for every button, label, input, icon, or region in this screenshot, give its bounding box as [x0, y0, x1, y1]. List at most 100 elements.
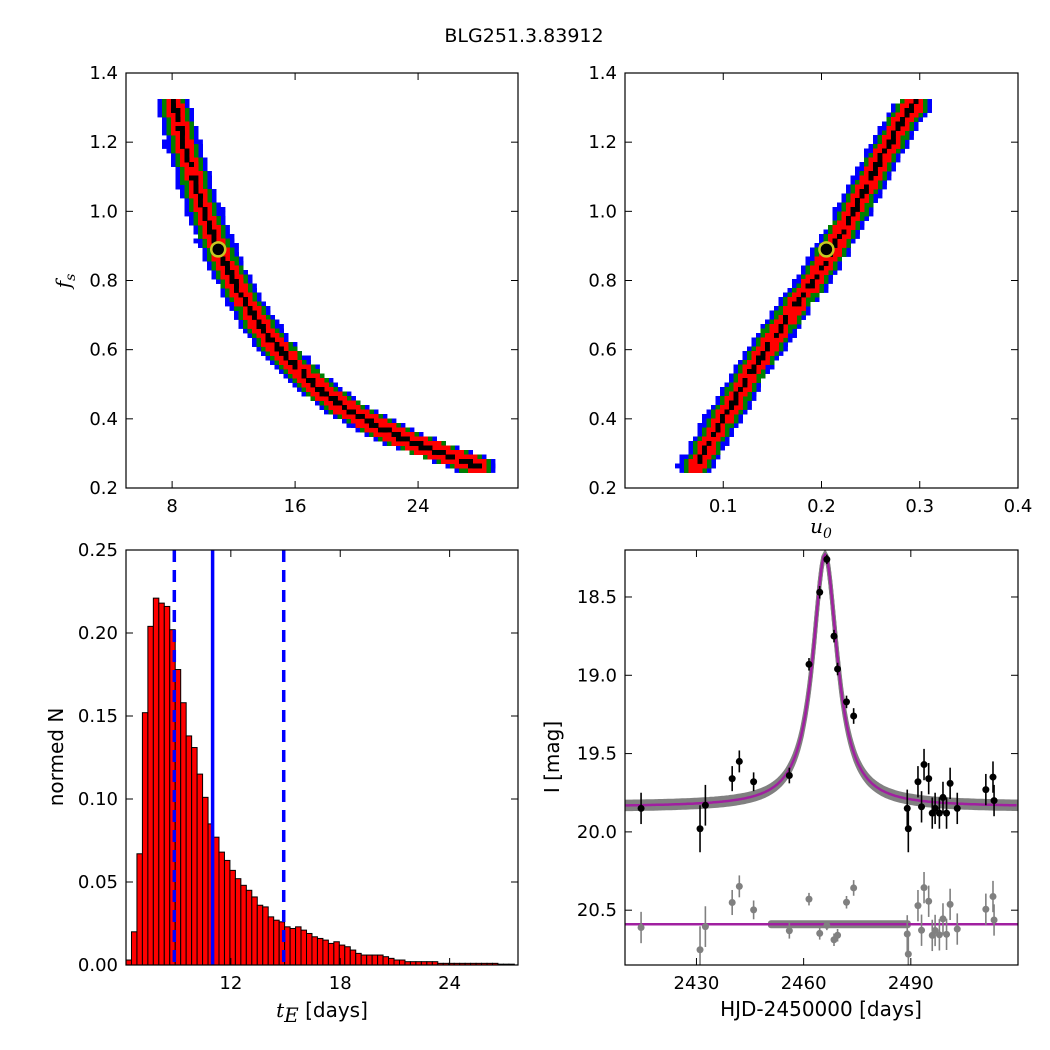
heat-cell	[252, 342, 257, 347]
heat-cell	[180, 193, 185, 199]
heat-cell	[175, 184, 181, 190]
heat-cell	[166, 148, 172, 154]
heat-cell	[198, 153, 203, 158]
heat-cell	[274, 319, 280, 325]
heat-cell	[193, 225, 199, 230]
heat-cell	[211, 193, 217, 199]
heat-cell	[274, 364, 280, 370]
heat-cell	[211, 270, 217, 275]
heat-cell	[157, 108, 163, 113]
heat-cell	[283, 337, 289, 343]
fs-tE-panel: 8 16 240.20.40.60.81.01.21.4fs	[51, 63, 519, 517]
figure-title: BLG251.3.83912	[444, 25, 603, 47]
heat-cell	[306, 360, 311, 365]
heat-cell	[220, 216, 226, 221]
heat-cell	[270, 315, 275, 320]
heat-cell	[225, 225, 230, 230]
heat-cell	[171, 153, 176, 158]
heat-cell	[166, 144, 172, 149]
heat-cell	[216, 211, 221, 217]
heat-cell	[189, 216, 194, 221]
heat-cell	[166, 135, 172, 140]
heat-cell	[193, 130, 199, 136]
heat-cell	[319, 405, 325, 410]
heat-cell	[162, 121, 167, 127]
heat-cell	[301, 355, 307, 361]
heat-cell	[333, 414, 338, 419]
heat-cell	[162, 117, 167, 122]
heat-cell	[207, 175, 212, 181]
heat-cell	[175, 180, 181, 185]
heat-cell	[279, 328, 284, 334]
heat-cell	[220, 292, 226, 298]
heat-cell	[193, 126, 199, 131]
heat-cell	[193, 238, 199, 244]
heat-cell	[207, 180, 212, 185]
heat-cell	[283, 333, 289, 338]
heat-cell	[189, 117, 194, 122]
heat-cell	[256, 292, 262, 298]
heat-cell	[211, 198, 217, 203]
heat-cell	[175, 166, 181, 172]
heat-cell	[265, 306, 271, 311]
heat-cell	[229, 243, 235, 248]
heat-cell	[283, 373, 289, 379]
heat-cell	[234, 252, 239, 257]
heat-cell	[202, 252, 208, 257]
heat-cell	[292, 382, 298, 388]
heat-cell	[229, 301, 235, 307]
heat-cell	[346, 391, 352, 397]
heat-cell	[279, 369, 284, 374]
heat-cell	[270, 360, 275, 365]
heat-cell	[157, 112, 163, 118]
heat-cell	[171, 157, 176, 163]
heat-cell	[193, 139, 199, 145]
heat-cell	[225, 234, 230, 239]
heat-cell	[175, 175, 181, 181]
heat-cell	[261, 351, 266, 356]
heat-cell	[216, 279, 221, 284]
heat-cell	[189, 220, 194, 226]
heat-cell	[175, 171, 181, 176]
heat-cell	[193, 135, 199, 140]
heat-cell	[265, 310, 271, 316]
heat-cell	[288, 378, 293, 383]
heat-cell	[315, 364, 320, 370]
heat-cell	[202, 166, 208, 172]
heat-cell	[162, 126, 167, 131]
heat-cell	[198, 238, 203, 244]
heat-cell	[243, 270, 248, 275]
heat-cell	[225, 229, 230, 235]
heat-cell	[184, 103, 190, 109]
heat-cell	[301, 391, 307, 397]
heat-cell	[328, 378, 334, 383]
heat-cell	[225, 297, 230, 302]
heat-cell	[207, 171, 212, 176]
heat-cell	[207, 184, 212, 190]
heat-cell	[247, 333, 253, 338]
heat-cell	[265, 355, 271, 361]
heat-cell	[234, 243, 239, 248]
heat-cell	[162, 130, 167, 136]
heat-cell	[220, 288, 226, 293]
heat-cell	[189, 108, 194, 113]
heat-cell	[297, 387, 302, 392]
heat-cell	[184, 198, 190, 203]
heat-cell	[198, 148, 203, 154]
heat-cell	[324, 409, 329, 415]
heat-cell	[229, 306, 235, 311]
heat-cell	[252, 337, 257, 343]
heat-cell	[333, 382, 338, 388]
heat-cell	[238, 256, 244, 262]
heat-cell	[171, 162, 176, 167]
heat-cell	[238, 324, 244, 329]
heat-cell	[279, 324, 284, 329]
heat-cell	[243, 328, 248, 334]
heat-cell	[162, 139, 167, 145]
heat-cell	[261, 301, 266, 307]
heat-cell	[225, 301, 230, 307]
heat-cell	[220, 207, 226, 212]
heat-cell	[198, 144, 203, 149]
heat-cell	[220, 211, 226, 217]
heat-cell	[162, 144, 167, 149]
